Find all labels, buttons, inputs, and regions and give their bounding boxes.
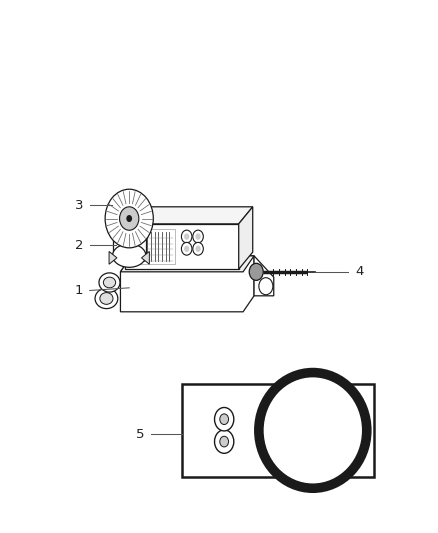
- Circle shape: [220, 436, 229, 447]
- Circle shape: [195, 246, 201, 252]
- Ellipse shape: [254, 368, 371, 493]
- Polygon shape: [239, 207, 253, 269]
- Circle shape: [120, 207, 139, 230]
- Circle shape: [193, 243, 203, 255]
- Circle shape: [184, 233, 189, 240]
- Text: 4: 4: [355, 265, 364, 278]
- Circle shape: [259, 278, 273, 295]
- Circle shape: [215, 407, 234, 431]
- Text: 3: 3: [74, 199, 83, 212]
- Circle shape: [249, 263, 263, 280]
- Ellipse shape: [100, 293, 113, 304]
- Polygon shape: [125, 224, 239, 269]
- Circle shape: [193, 230, 203, 243]
- Polygon shape: [125, 207, 253, 224]
- Text: 1: 1: [74, 284, 83, 297]
- Ellipse shape: [264, 377, 362, 483]
- Circle shape: [220, 414, 229, 424]
- Ellipse shape: [95, 288, 118, 309]
- Ellipse shape: [103, 277, 116, 288]
- Polygon shape: [254, 256, 274, 296]
- Bar: [182, 384, 374, 477]
- Circle shape: [215, 430, 234, 453]
- Circle shape: [105, 189, 153, 248]
- Circle shape: [195, 233, 201, 240]
- Circle shape: [184, 246, 189, 252]
- Ellipse shape: [113, 244, 146, 268]
- Text: 2: 2: [74, 239, 83, 252]
- Polygon shape: [141, 252, 149, 264]
- Bar: [113, 227, 146, 256]
- Text: 5: 5: [136, 428, 145, 441]
- Circle shape: [126, 215, 132, 222]
- Ellipse shape: [99, 273, 120, 292]
- Ellipse shape: [113, 209, 146, 233]
- Circle shape: [181, 243, 192, 255]
- Polygon shape: [120, 256, 254, 312]
- Circle shape: [181, 230, 192, 243]
- Bar: [127, 229, 175, 264]
- Polygon shape: [120, 256, 254, 272]
- Polygon shape: [109, 252, 117, 264]
